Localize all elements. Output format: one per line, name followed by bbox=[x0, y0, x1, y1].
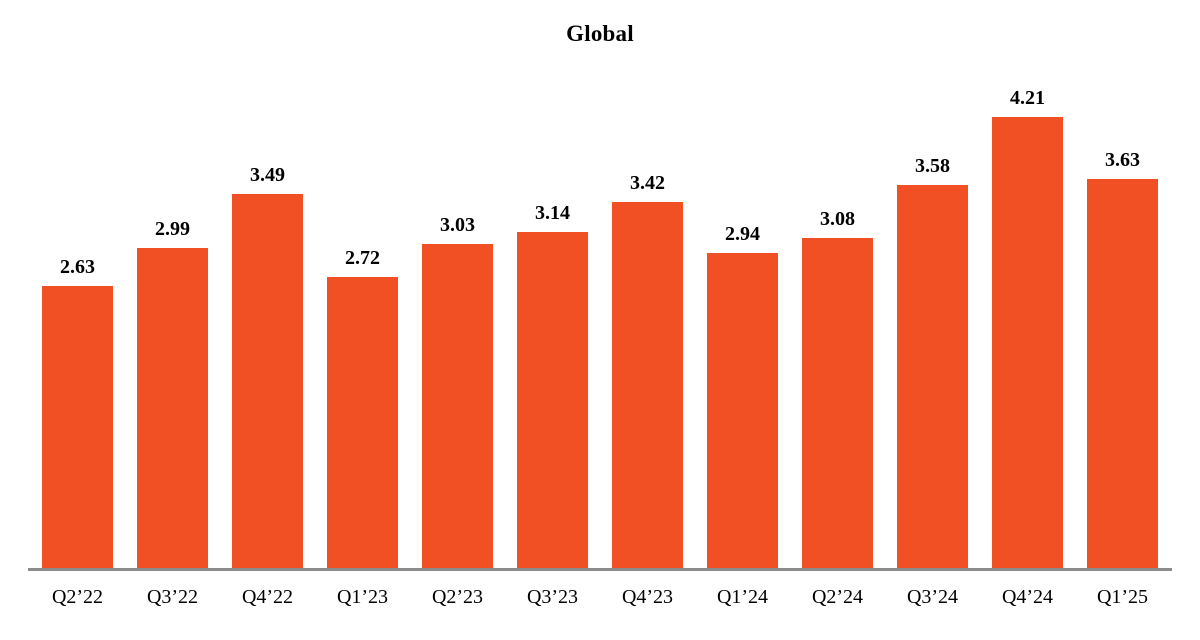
x-axis-label: Q1’24 bbox=[716, 586, 769, 608]
bar-column: 3.49 bbox=[220, 68, 315, 568]
bar bbox=[137, 247, 208, 568]
bar bbox=[802, 238, 873, 568]
bar-value-label: 3.42 bbox=[630, 171, 665, 194]
bar bbox=[517, 231, 588, 568]
x-axis-label: Q1’23 bbox=[336, 586, 389, 608]
x-axis-labels: Q2’22 Q3’22 Q4’22 Q1’23 Q2’23 Q3’23 Q4’23 Q1’24… bbox=[30, 586, 1170, 608]
bar bbox=[707, 253, 778, 568]
x-axis-label: Q2’24 bbox=[811, 586, 864, 608]
bar-column: 3.58 bbox=[885, 68, 980, 568]
bar-value-label: 2.72 bbox=[345, 246, 380, 269]
bar-column: 2.72 bbox=[315, 68, 410, 568]
bar bbox=[992, 117, 1063, 568]
bar-column: 2.99 bbox=[125, 68, 220, 568]
bar-value-label: 2.99 bbox=[155, 217, 190, 240]
bar bbox=[422, 243, 493, 568]
bar bbox=[612, 201, 683, 568]
x-axis-line bbox=[28, 568, 1172, 571]
x-axis-label: Q3’22 bbox=[146, 586, 199, 608]
bar-value-label: 3.03 bbox=[440, 213, 475, 236]
chart-title: Global bbox=[566, 21, 634, 46]
x-axis-label: Q3’24 bbox=[906, 586, 959, 608]
bar bbox=[897, 184, 968, 568]
x-axis-label: Q4’22 bbox=[241, 586, 294, 608]
bar-column: 4.21 bbox=[980, 68, 1075, 568]
bar-value-label: 3.08 bbox=[820, 208, 855, 231]
bar-column: 3.14 bbox=[505, 68, 600, 568]
x-axis-label: Q2’22 bbox=[51, 586, 104, 608]
bar-value-label: 3.14 bbox=[535, 201, 570, 224]
bar-value-label: 3.49 bbox=[250, 164, 285, 187]
bar-value-label: 4.21 bbox=[1010, 87, 1045, 110]
bar bbox=[1087, 179, 1158, 568]
bar bbox=[42, 286, 113, 568]
x-axis-label: Q4’23 bbox=[621, 586, 674, 608]
x-axis-label: Q1’25 bbox=[1096, 586, 1149, 608]
bar-column: 3.63 bbox=[1075, 68, 1170, 568]
bar-value-label: 3.63 bbox=[1105, 149, 1140, 172]
x-axis-label: Q4’24 bbox=[1001, 586, 1054, 608]
bar-value-label: 2.63 bbox=[60, 256, 95, 279]
x-axis-label: Q2’23 bbox=[431, 586, 484, 608]
bar-value-label: 2.94 bbox=[725, 223, 760, 246]
bar-column: 3.08 bbox=[790, 68, 885, 568]
bar-column: 2.63 bbox=[30, 68, 125, 568]
bar-column: 3.42 bbox=[600, 68, 695, 568]
bar bbox=[232, 194, 303, 568]
bar-column: 2.94 bbox=[695, 68, 790, 568]
bar-column: 3.03 bbox=[410, 68, 505, 568]
bar-plot-area: 2.63 2.99 3.49 2.72 3.03 3.14 3.42 2.94 3.08 3.58… bbox=[30, 68, 1170, 568]
bar-value-label: 3.58 bbox=[915, 154, 950, 177]
x-axis-label: Q3’23 bbox=[526, 586, 579, 608]
bar bbox=[327, 276, 398, 568]
